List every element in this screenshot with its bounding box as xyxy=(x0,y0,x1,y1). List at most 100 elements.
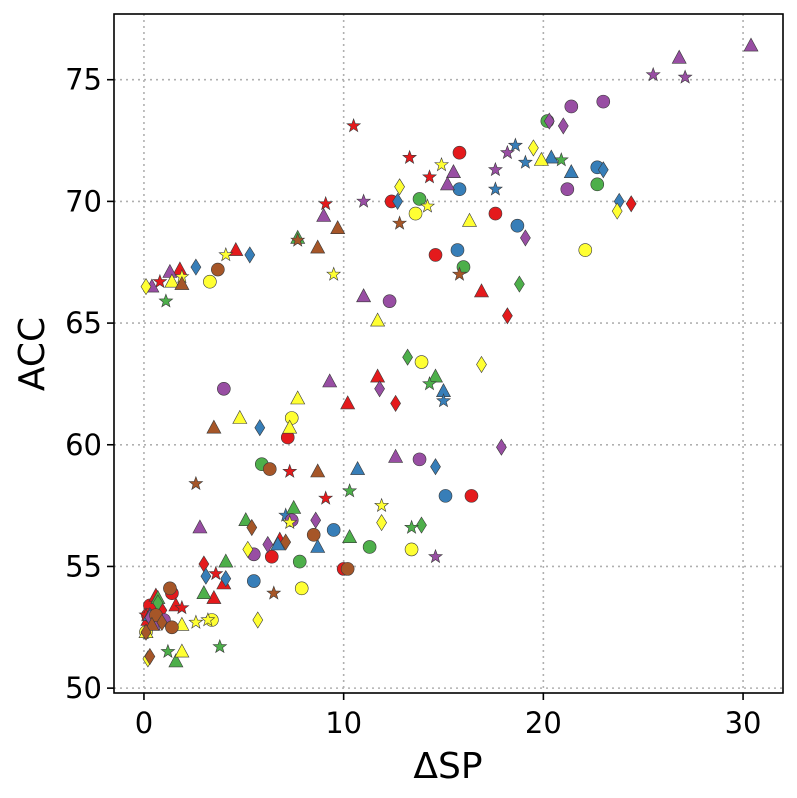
data-point-star xyxy=(188,475,204,491)
data-point-star xyxy=(188,614,204,629)
data-point-star xyxy=(290,232,306,247)
data-point-diamond xyxy=(543,112,555,130)
data-point-star xyxy=(553,152,569,167)
data-point-star xyxy=(326,266,342,281)
data-point-triangle xyxy=(206,419,222,434)
data-point-diamond xyxy=(611,202,623,220)
data-point-triangle xyxy=(473,283,490,298)
data-point-star xyxy=(487,161,503,177)
data-point-diamond xyxy=(597,161,609,179)
data-point-diamond xyxy=(190,258,202,276)
data-point-circle xyxy=(488,206,503,221)
data-points xyxy=(138,37,759,668)
data-point-diamond xyxy=(476,355,487,374)
data-point-diamond xyxy=(625,195,637,213)
data-point-triangle xyxy=(196,585,212,600)
data-point-diamond xyxy=(252,611,264,629)
data-point-diamond xyxy=(496,438,507,456)
data-point-circle xyxy=(450,243,465,257)
data-point-circle xyxy=(211,262,225,277)
data-point-star xyxy=(422,376,438,391)
data-point-triangle xyxy=(174,275,190,290)
data-point-star xyxy=(200,612,216,627)
data-point-diamond xyxy=(280,533,292,551)
data-point-triangle xyxy=(461,212,478,227)
data-point-circle xyxy=(578,243,593,257)
data-point-diamond xyxy=(394,178,405,196)
data-point-triangle xyxy=(445,164,462,178)
data-point-diamond xyxy=(140,278,152,296)
data-point-triangle xyxy=(316,207,332,222)
data-point-circle xyxy=(404,542,419,557)
data-point-triangle xyxy=(370,368,386,383)
y-tick-label: 55 xyxy=(65,549,102,583)
data-point-triangle xyxy=(322,373,338,388)
plot-frame xyxy=(113,13,784,694)
x-tick-label: 0 xyxy=(135,706,153,740)
data-point-triangle xyxy=(350,460,366,475)
grid xyxy=(114,14,783,693)
data-point-circle xyxy=(340,562,355,576)
data-point-triangle xyxy=(192,519,208,534)
data-point-circle xyxy=(163,581,177,596)
data-point-circle xyxy=(564,99,579,114)
data-point-circle xyxy=(362,540,377,554)
data-point-triangle xyxy=(533,151,549,166)
data-point-star xyxy=(507,137,523,152)
data-point-diamond xyxy=(376,514,387,532)
data-point-star xyxy=(212,638,228,654)
data-point-star xyxy=(356,193,372,208)
data-point-triangle xyxy=(206,589,222,604)
data-point-star xyxy=(428,548,444,564)
data-point-diamond xyxy=(198,555,210,573)
data-point-triangle xyxy=(310,239,326,254)
data-point-triangle xyxy=(228,241,244,256)
data-point-circle xyxy=(560,182,575,197)
data-point-star xyxy=(374,497,390,513)
data-point-diamond xyxy=(246,518,258,537)
data-point-star xyxy=(402,149,418,165)
data-point-diamond xyxy=(390,394,401,412)
data-point-triangle xyxy=(282,419,298,434)
data-point-triangle xyxy=(310,463,326,478)
data-point-circle xyxy=(246,574,261,588)
data-point-triangle xyxy=(290,390,306,405)
data-point-star xyxy=(677,69,693,84)
data-point-circle xyxy=(590,177,605,192)
data-point-circle xyxy=(165,620,179,635)
data-point-star xyxy=(645,66,661,82)
data-point-star xyxy=(404,519,420,534)
data-point-star xyxy=(152,273,168,289)
data-point-circle xyxy=(264,549,279,564)
data-point-diamond xyxy=(220,570,232,588)
data-point-triangle xyxy=(172,261,188,276)
data-point-star xyxy=(422,169,438,184)
data-point-star xyxy=(392,215,408,230)
data-point-triangle xyxy=(232,409,248,424)
data-point-star xyxy=(158,293,174,308)
data-point-triangle xyxy=(168,653,184,668)
data-point-diamond xyxy=(392,192,403,210)
data-point-diamond xyxy=(242,540,254,558)
data-point-diamond xyxy=(528,139,539,157)
data-point-star xyxy=(342,483,358,498)
data-point-circle xyxy=(414,355,429,369)
data-point-star xyxy=(451,266,467,281)
data-point-triangle xyxy=(342,529,358,544)
y-tick-label: 70 xyxy=(65,184,102,218)
data-point-circle xyxy=(326,523,341,537)
data-point-triangle xyxy=(356,288,372,303)
y-axis-label: ACC xyxy=(12,317,53,391)
data-point-triangle xyxy=(439,176,456,191)
data-point-circle xyxy=(596,94,611,109)
data-point-triangle xyxy=(144,616,160,631)
data-point-triangle xyxy=(174,643,190,658)
data-point-circle xyxy=(284,411,299,425)
data-point-circle xyxy=(262,462,277,476)
data-point-circle xyxy=(294,581,309,596)
data-point-diamond xyxy=(244,246,256,264)
data-point-diamond xyxy=(502,307,513,325)
data-point-circle xyxy=(408,206,423,221)
data-point-circle xyxy=(510,218,525,233)
data-point-triangle xyxy=(563,164,579,178)
